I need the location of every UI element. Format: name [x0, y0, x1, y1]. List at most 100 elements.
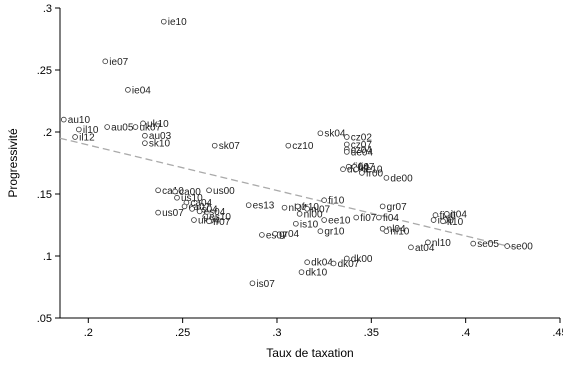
data-point	[132, 124, 139, 130]
point-label: nl10	[390, 227, 409, 238]
point-label: es10	[209, 212, 231, 223]
data-point	[340, 166, 346, 173]
point-label: fr10	[302, 202, 320, 213]
data-point	[343, 134, 350, 140]
data-point	[142, 132, 148, 139]
point-label: us07	[162, 208, 184, 219]
data-point	[202, 213, 209, 220]
point-label: dk04	[311, 258, 333, 269]
point-label: nl00	[304, 209, 323, 220]
data-point	[206, 218, 212, 225]
x-tick-label: .2	[84, 327, 93, 339]
point-label: il12	[79, 132, 95, 143]
data-point	[155, 209, 161, 216]
data-point	[285, 142, 292, 149]
point-label: sk04	[324, 129, 346, 140]
point-label: dk10	[306, 268, 328, 279]
point-label: cz04	[351, 145, 373, 156]
data-point	[359, 170, 365, 176]
data-point	[432, 212, 439, 218]
data-point	[281, 204, 288, 211]
y-tick-label: .15	[37, 189, 52, 201]
data-point	[259, 232, 265, 238]
data-point	[317, 130, 324, 137]
point-label: ee10	[328, 216, 351, 227]
point-label: us10	[181, 193, 203, 204]
data-point	[245, 202, 252, 208]
y-tick-label: .2	[43, 127, 52, 139]
point-label: dk07	[338, 259, 360, 270]
data-point	[196, 208, 203, 215]
data-point	[142, 140, 148, 146]
data-point	[330, 260, 337, 267]
data-point	[383, 228, 390, 235]
data-point	[304, 206, 310, 212]
fit-line-layer	[59, 137, 513, 248]
fit-line	[59, 137, 513, 248]
data-point	[304, 259, 310, 266]
point-label: ca00	[179, 187, 201, 198]
data-point	[425, 239, 431, 246]
data-point	[345, 163, 352, 170]
data-point	[470, 240, 477, 247]
point-label: de04	[351, 147, 374, 158]
point-label: uk10	[147, 119, 169, 130]
y-tick-label: .1	[43, 251, 52, 263]
data-point	[174, 194, 180, 201]
data-point	[343, 141, 350, 148]
point-label: fr07	[213, 217, 231, 228]
data-point	[140, 120, 146, 127]
point-label: nl07	[311, 204, 330, 215]
data-point	[294, 203, 301, 210]
data-point	[296, 211, 303, 217]
x-tick-label: .3	[272, 327, 281, 339]
point-label: ie04	[132, 85, 151, 96]
x-tick-label: .4	[461, 327, 470, 339]
point-label: dk00	[351, 254, 373, 265]
data-point	[172, 188, 178, 195]
data-point	[353, 166, 360, 173]
point-label: se05	[477, 239, 499, 250]
point-label: es13	[253, 201, 275, 212]
data-point	[189, 206, 195, 212]
point-label: sk10	[149, 139, 171, 150]
y-ticks: .05 .1 .15 .2 .25 .3	[37, 3, 60, 325]
data-point	[191, 217, 197, 223]
point-label: fi04	[383, 213, 400, 224]
point-label: at04	[415, 243, 435, 254]
data-point	[430, 217, 437, 223]
point-label: au03	[149, 131, 172, 142]
point-label: is10	[300, 219, 319, 230]
data-point	[504, 243, 510, 249]
data-point	[379, 225, 386, 232]
data-point	[353, 214, 360, 221]
x-tick-label: .35	[364, 327, 379, 339]
point-label: it04	[451, 209, 468, 220]
data-point	[72, 134, 78, 140]
data-point	[249, 280, 256, 287]
data-point	[125, 87, 131, 93]
point-label: es07	[266, 230, 288, 241]
point-label: es04	[204, 207, 226, 218]
y-axis-title: Progressivité	[6, 128, 20, 198]
y-tick-label: .25	[37, 65, 52, 77]
point-label: it10	[447, 217, 464, 228]
plot-area: .05 .1 .15 .2 .25 .3 .2 .25 .3 .35 .4 .45 ie10 ie07…	[37, 3, 563, 339]
data-point	[272, 230, 278, 237]
point-label: cz10	[292, 141, 314, 152]
x-tick-label: .25	[175, 327, 190, 339]
point-label: cz02	[351, 132, 373, 143]
point-label: us00	[213, 186, 235, 197]
data-point	[181, 203, 188, 210]
point-label: nl10	[432, 238, 451, 249]
data-point	[440, 218, 446, 225]
x-tick-label: .45	[552, 327, 563, 339]
point-label: il10	[83, 125, 99, 136]
data-point	[160, 18, 167, 25]
data-point	[298, 269, 305, 275]
point-label: gr04	[279, 229, 299, 240]
data-point	[343, 149, 350, 155]
point-label: ca04	[190, 198, 212, 209]
